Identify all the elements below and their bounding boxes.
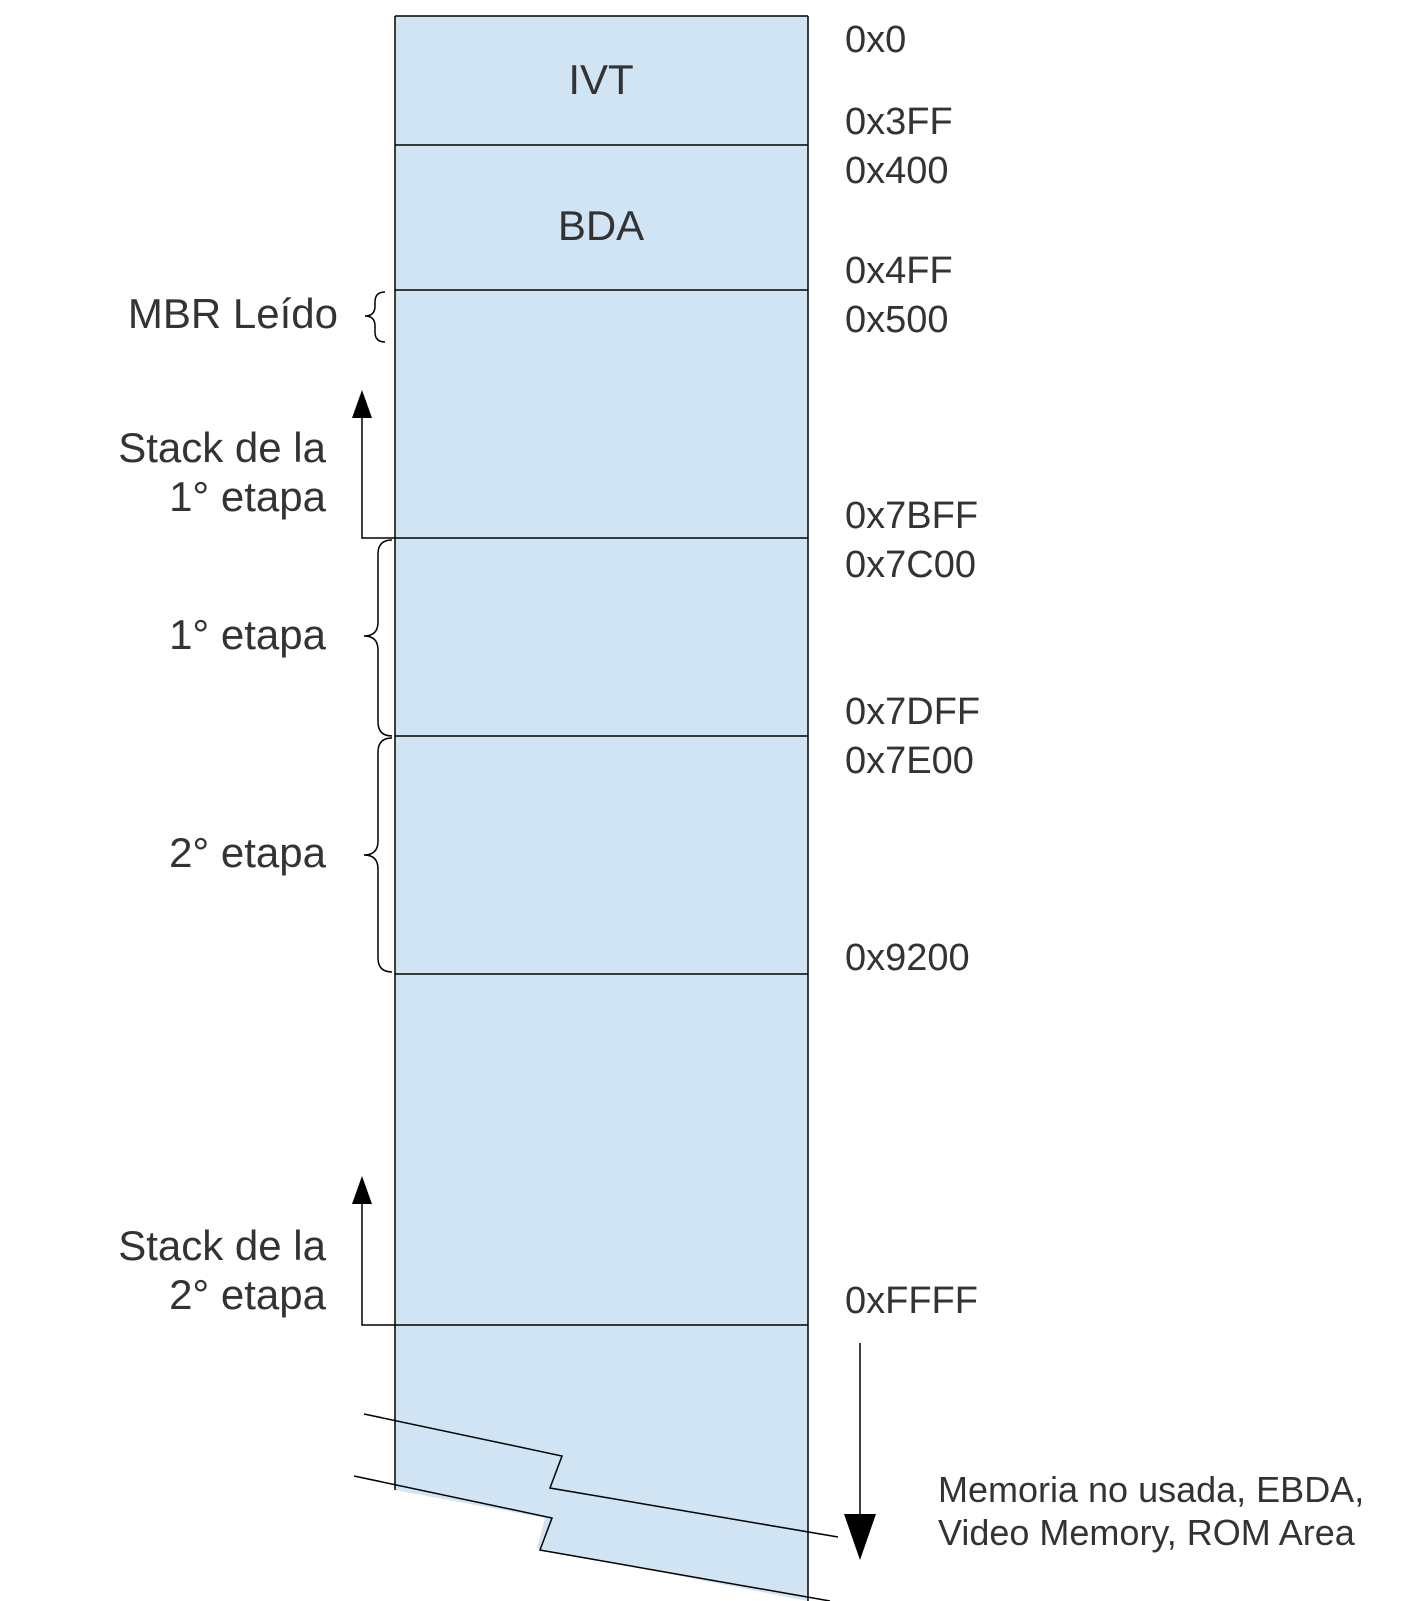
address-label: 0x7C00 [845,544,976,586]
address-label: 0x9200 [845,937,970,979]
region-label-ivt: IVT [568,56,633,103]
stage1-brace [363,539,393,737]
mbr-label: MBR Leído [128,290,338,337]
stack2-label-line1: Stack de la [118,1222,326,1269]
memory-column [395,16,808,1601]
address-label: 0x4FF [845,250,953,292]
address-label: 0x7BFF [845,495,978,537]
address-label: 0x0 [845,19,906,61]
stack2-arrow-head [352,1176,372,1204]
note-line2: Video Memory, ROM Area [938,1512,1356,1553]
address-label: 0xFFFF [845,1280,978,1322]
stack1-arrow-line [361,414,395,539]
address-label: 0x3FF [845,101,953,143]
stack1-label-line1: Stack de la [118,424,326,471]
address-label: 0x7DFF [845,691,980,733]
break-line-upper [363,1413,839,1538]
down-arrow-head [844,1514,876,1560]
stage2-brace [363,737,393,973]
note-line1: Memoria no usada, EBDA, [938,1469,1364,1510]
address-label: 0x500 [845,299,949,341]
address-label: 0x7E00 [845,740,974,782]
mbr-brace [364,291,386,343]
stage1-label: 1° etapa [169,611,327,658]
stack1-label-line2: 1° etapa [169,473,327,520]
stack1-arrow-head [352,390,372,418]
stack2-arrow-line [361,1200,395,1326]
break-line-lower [353,1475,831,1601]
address-label: 0x400 [845,150,949,192]
region-label-bda: BDA [558,202,644,249]
stage2-label: 2° etapa [169,829,327,876]
stack2-label-line2: 2° etapa [169,1271,327,1318]
